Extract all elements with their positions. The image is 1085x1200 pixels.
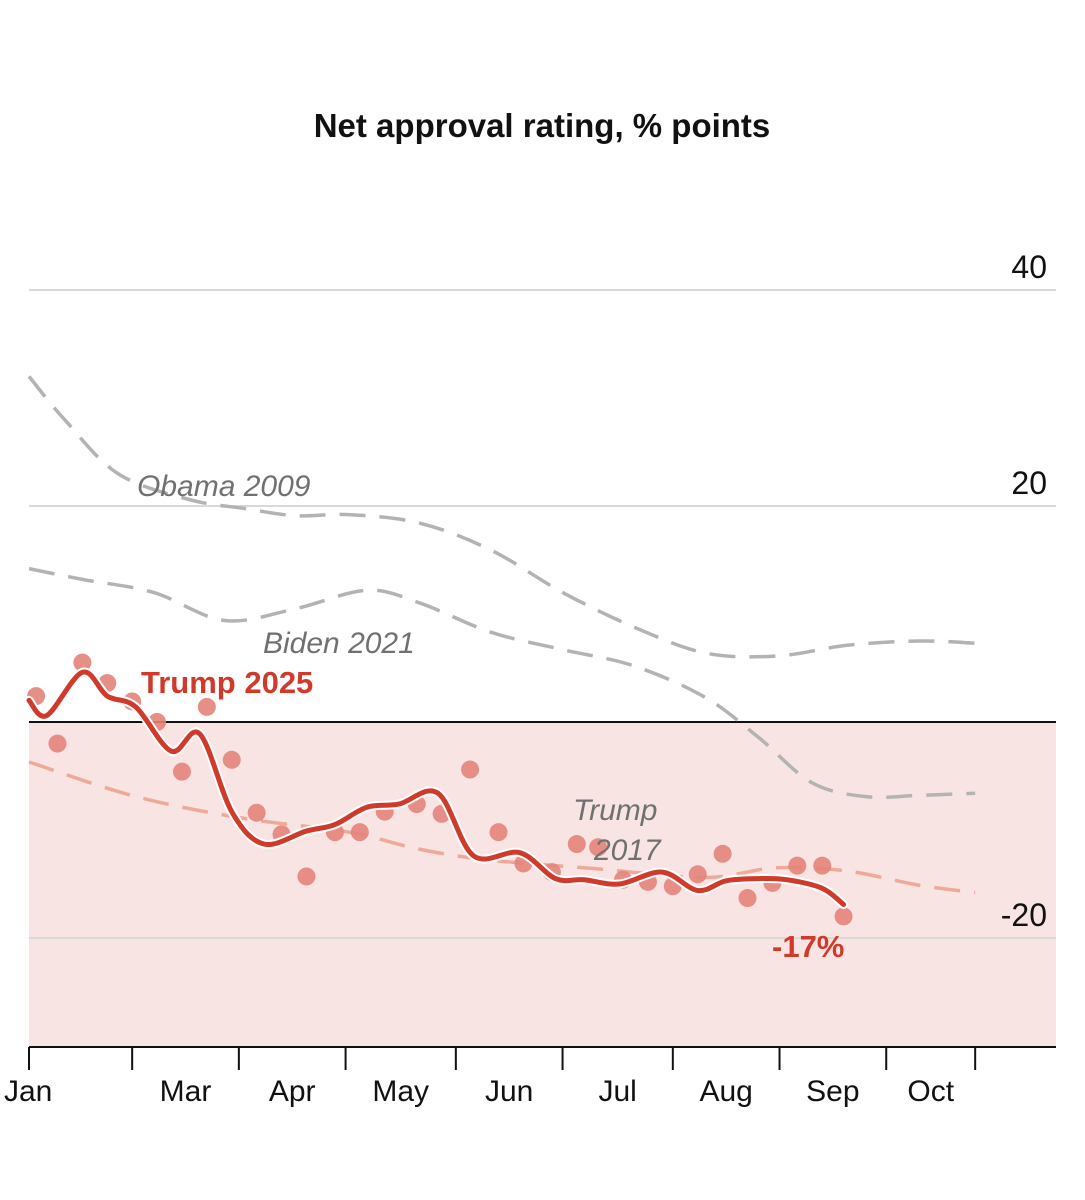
x-tick-label-mar: Mar [160,1075,212,1108]
y-tick-label: 40 [1011,249,1047,285]
poll-point [73,653,92,672]
poll-point [713,844,732,863]
poll-point [813,856,832,875]
x-tick-label-jun: Jun [485,1075,533,1108]
negative-shading [29,722,1056,1046]
label-trump-2017-line2: 2017 [593,834,662,867]
series-line-obama-2009 [27,375,976,659]
x-tick-label-aug: Aug [699,1075,752,1108]
y-tick-label: 20 [1011,465,1047,501]
chart-title: Net approval rating, % points [314,107,771,144]
poll-point [350,823,369,842]
poll-point [222,750,241,769]
x-tick-label-oct: Oct [907,1075,954,1108]
x-tick-label-jul: Jul [599,1075,637,1108]
poll-point [297,867,316,886]
label-biden-2021: Biden 2021 [263,627,415,660]
poll-point [788,856,807,875]
poll-point [589,838,608,857]
poll-point [247,803,266,822]
poll-point [197,697,216,716]
x-tick-label-apr: Apr [269,1075,316,1108]
series-line-biden-2021 [28,566,976,800]
poll-point [461,760,480,779]
label-obama-2009: Obama 2009 [137,470,311,503]
poll-point [489,823,508,842]
label-trump-2025: Trump 2025 [141,665,313,700]
poll-point [738,889,757,908]
y-tick-label: -20 [1001,897,1047,933]
label-latest-value: -17% [772,929,844,964]
poll-point [567,835,586,854]
x-tick-label-may: May [372,1075,429,1108]
poll-point [688,865,707,884]
poll-point [834,907,853,926]
label-trump-2017-line1: Trump [573,794,657,827]
x-tick-label-sep: Sep [806,1075,859,1108]
series-line-trump-2025 [26,669,847,907]
x-tick-label-jan: Jan [4,1075,52,1108]
poll-point [48,734,67,753]
poll-point [172,762,191,781]
